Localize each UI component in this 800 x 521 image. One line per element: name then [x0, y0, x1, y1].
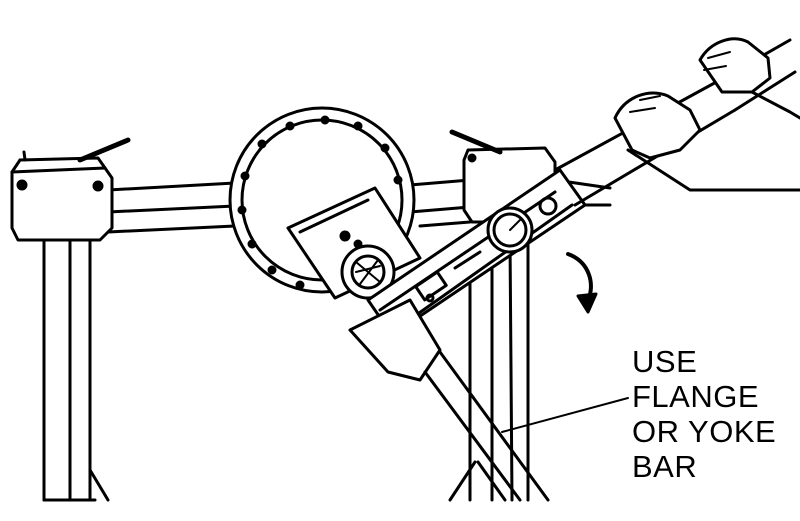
callout-line-3: OR YOKE: [632, 414, 777, 449]
rotation-arrow-head: [576, 292, 598, 314]
callout-line-1: USE: [632, 344, 698, 379]
callout-label: USE FLANGE OR YOKE BAR: [632, 344, 776, 484]
rotation-arrow: [566, 252, 593, 302]
hands: [613, 37, 800, 192]
callout-line-4: BAR: [632, 449, 698, 484]
flange-yoke-bar: [348, 298, 550, 502]
torque-wrench: [366, 38, 797, 337]
differential-housing: [228, 106, 422, 300]
left-bracket: [10, 137, 131, 242]
axle-tube: [106, 178, 472, 234]
callout-leader-line: [501, 397, 629, 433]
callout-line-2: FLANGE: [632, 379, 760, 414]
